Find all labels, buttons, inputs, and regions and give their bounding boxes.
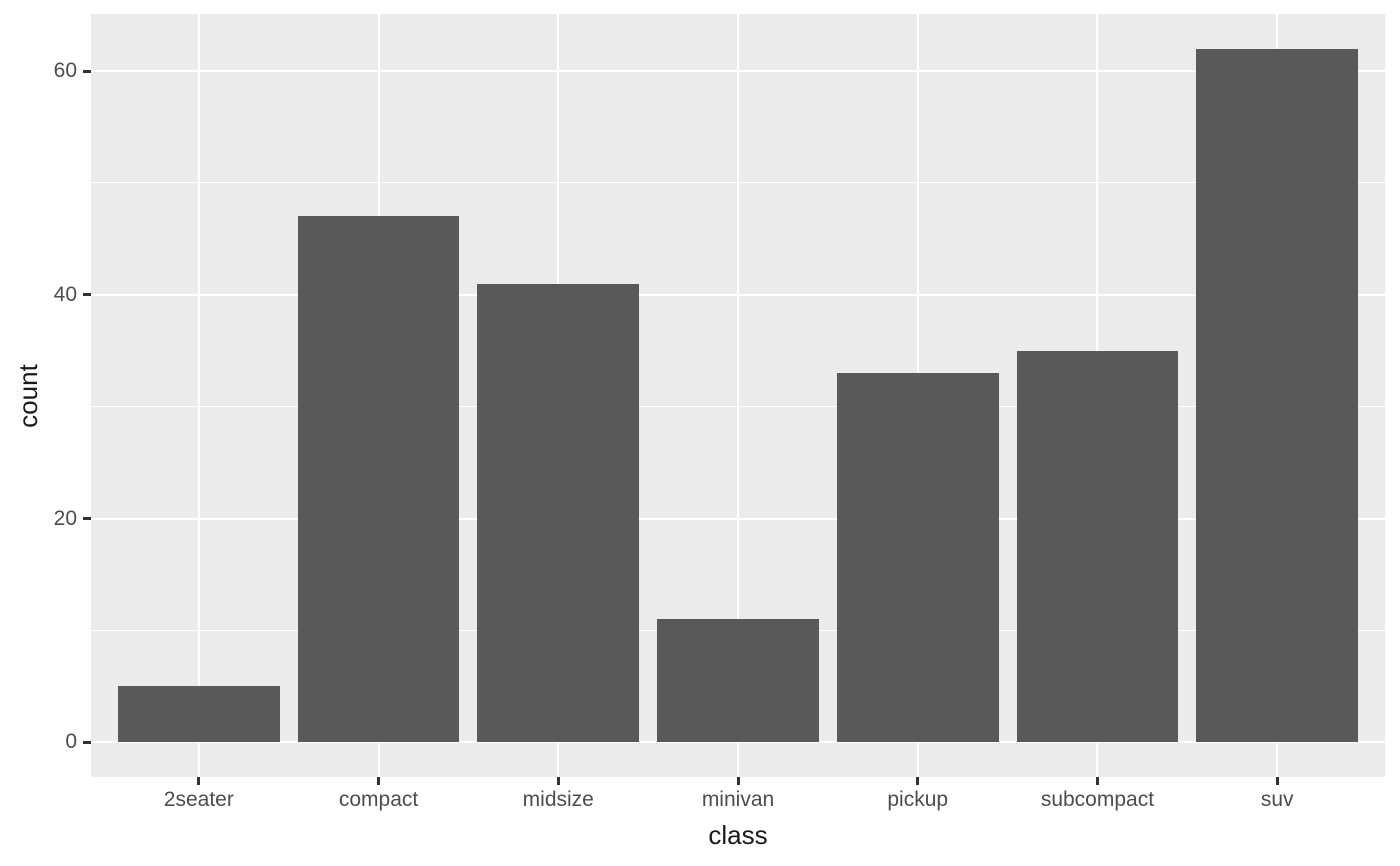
y-tick-label-40: 40 (53, 282, 77, 306)
y-tick-mark-20 (83, 517, 91, 521)
x-tick-mark-midsize (556, 777, 560, 785)
x-tick-label-midsize: midsize (522, 788, 594, 811)
bar-2seater (117, 686, 280, 743)
bar-midsize (477, 283, 640, 743)
bar-pickup (836, 373, 999, 743)
x-tick-label-compact: compact (338, 788, 419, 811)
bars-layer (91, 14, 1385, 777)
x-tick-mark-suv (1275, 777, 1279, 785)
x-tick-label-2seater: 2seater (163, 788, 234, 811)
x-tick-mark-2seater (197, 777, 201, 785)
x-axis-title: class (708, 820, 768, 850)
y-tick-label-20: 20 (53, 506, 77, 530)
x-tick-label-pickup: pickup (887, 788, 949, 811)
x-tick-label-subcompact: subcompact (1040, 788, 1155, 811)
y-tick-mark-0 (83, 740, 91, 744)
bar-minivan (657, 619, 819, 743)
gridline-major-x-2seater (197, 14, 200, 777)
y-tick-mark-60 (83, 69, 91, 73)
x-tick-mark-subcompact (1095, 777, 1099, 785)
x-tick-mark-pickup (916, 777, 920, 785)
bar-compact (297, 216, 460, 743)
x-tick-mark-compact (377, 777, 381, 785)
y-tick-mark-40 (83, 293, 91, 297)
plot-panel (91, 14, 1385, 777)
gridline-major-x-minivan (737, 14, 739, 777)
y-tick-label-60: 60 (53, 59, 77, 83)
bar-suv (1196, 48, 1359, 743)
y-axis-title: count (13, 364, 43, 428)
x-tick-label-minivan: minivan (701, 788, 775, 811)
x-tick-mark-minivan (736, 777, 740, 785)
y-tick-label-0: 0 (65, 730, 77, 754)
bar-subcompact (1016, 350, 1179, 743)
x-tick-label-suv: suv (1260, 788, 1294, 811)
